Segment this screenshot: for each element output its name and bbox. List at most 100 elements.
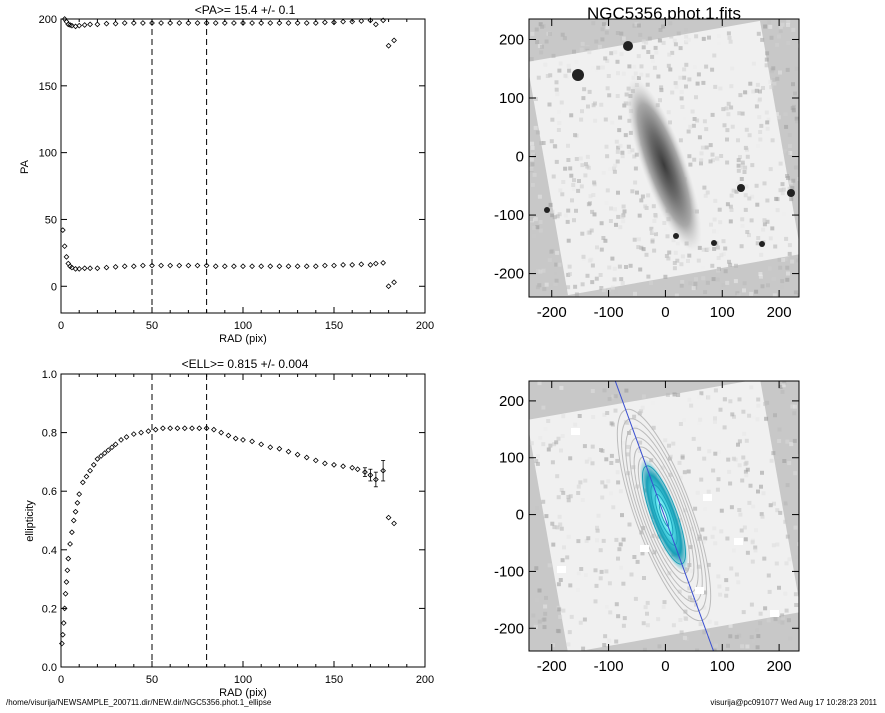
noise-pixel [747,196,752,201]
noise-pixel [533,97,538,101]
noise-pixel [579,117,584,122]
noise-pixel [692,117,697,121]
noise-pixel [713,84,718,89]
ellipticity-plot-xlabel: RAD (pix) [219,687,267,699]
noise-pixel [636,76,641,80]
noise-pixel [645,600,650,605]
noise-pixel [665,234,670,239]
noise-pixel [744,473,749,478]
noise-pixel [552,525,557,530]
data-point [176,262,183,269]
noise-pixel [766,573,771,578]
noise-pixel [708,143,713,148]
noise-pixel [594,583,599,588]
noise-pixel [618,143,623,148]
noise-pixel [718,220,723,225]
noise-pixel [736,163,741,168]
noise-pixel [707,619,712,624]
noise-pixel [594,276,599,281]
noise-pixel [762,181,767,186]
noise-pixel [787,243,792,248]
noise-pixel [769,35,774,40]
noise-pixel [692,65,697,70]
data-point [167,20,174,26]
noise-pixel [621,71,626,76]
noise-pixel [559,488,564,492]
data-point [94,265,101,272]
position-angle-line [614,381,714,651]
noise-pixel [695,118,700,123]
noise-pixel [578,156,583,161]
noise-pixel [696,258,701,263]
noise-pixel [624,388,629,393]
noise-pixel [589,257,594,262]
noise-pixel [777,439,782,443]
noise-pixel [780,191,785,196]
noise-pixel [780,620,785,625]
noise-pixel [697,446,702,451]
data-point [61,605,68,612]
noise-pixel [559,526,564,531]
contour-image-panel: -200 -100 0 100 200 -200 -100 0 100 200 [494,380,800,675]
noise-pixel [776,34,781,39]
data-point [98,453,104,459]
noise-pixel [607,638,612,643]
noise-pixel [756,31,761,36]
noise-pixel [637,411,642,416]
data-point [294,263,301,270]
noise-pixel [702,456,707,461]
noise-pixel [595,525,599,530]
noise-pixel [680,455,685,460]
data-point [64,567,71,574]
noise-pixel [572,218,576,223]
y-tick-label: 0.6 [42,486,57,498]
noise-pixel [795,119,799,124]
data-point [294,20,301,26]
noise-pixel [760,470,764,475]
noise-pixel [735,181,740,186]
noise-pixel [591,193,596,197]
noise-pixel [740,160,745,165]
noise-pixel [775,208,780,213]
data-point [185,262,192,269]
noise-pixel [793,290,798,295]
noise-pixel [793,91,797,96]
noise-pixel [555,250,560,255]
field-star [623,41,633,51]
noise-pixel [772,293,777,297]
noise-pixel [535,285,540,290]
noise-pixel [616,145,621,150]
noise-pixel [778,385,783,389]
noise-pixel [690,109,695,114]
noise-pixel [782,459,787,463]
x-tick-label: 150 [325,674,343,686]
noise-pixel [542,617,547,622]
noise-pixel [649,226,654,231]
noise-pixel [621,537,626,542]
x-tick-label: 0 [661,658,669,675]
y-tick-label: 200 [499,393,524,410]
noise-pixel [589,228,594,233]
data-point [340,463,346,470]
data-point [181,425,188,432]
noise-pixel [542,625,547,630]
noise-pixel [574,208,578,213]
noise-pixel [682,116,687,121]
noise-pixel [704,145,709,150]
noise-pixel [639,409,644,414]
ellipticity-plot-ylabel: ellipticity [24,500,36,542]
noise-pixel [599,247,604,252]
noise-pixel [737,633,742,638]
noise-pixel [724,578,729,583]
noise-pixel [711,468,716,473]
noise-pixel [755,241,760,246]
noise-pixel [691,286,696,291]
noise-pixel [672,38,677,43]
y-tick-label: 0 [516,507,524,524]
noise-pixel [721,107,726,112]
data-point [167,262,174,269]
noise-pixel [577,414,582,418]
noise-pixel [756,236,761,240]
data-point [380,467,387,474]
noise-pixel [595,528,600,533]
